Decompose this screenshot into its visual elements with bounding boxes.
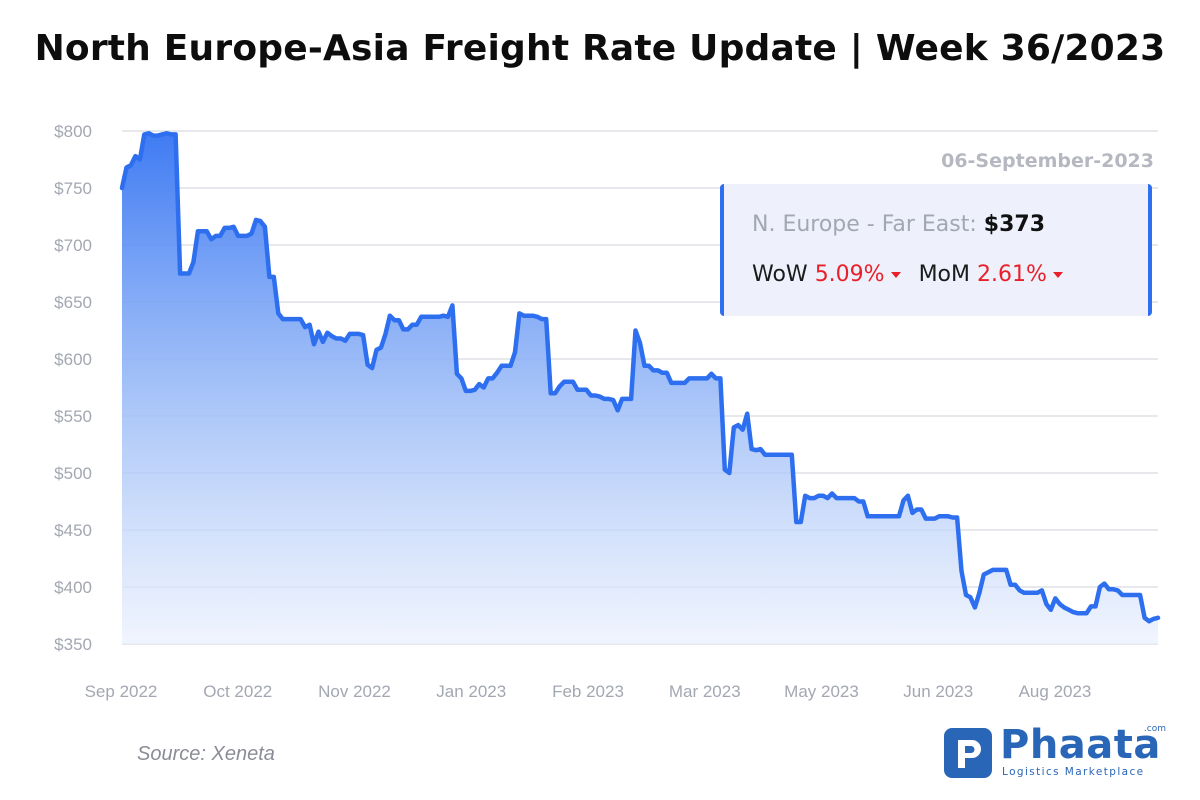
y-tick-label: $800 [54, 122, 92, 141]
x-tick-label: Nov 2022 [318, 682, 391, 701]
phaata-logo: Phaata .com Logistics Marketplace [944, 722, 1170, 780]
y-tick-label: $350 [54, 635, 92, 654]
x-tick-label: Mar 2023 [669, 682, 741, 701]
x-tick-label: Feb 2023 [552, 682, 624, 701]
mom-value: 2.61% [977, 262, 1047, 287]
y-tick-label: $500 [54, 464, 92, 483]
x-axis-tick-labels: Sep 2022 Oct 2022 Nov 2022 Jan 2023 Feb 2023… [85, 682, 1092, 701]
logo-wordmark: Phaata [1000, 722, 1161, 768]
chart-title: North Europe-Asia Freight Rate Update | … [34, 28, 1166, 69]
caret-down-icon [890, 272, 901, 278]
y-tick-label: $550 [54, 407, 92, 426]
date-label: 06-September-2023 [941, 150, 1154, 172]
y-axis-tick-labels: $800 $750 $700 $650 $600 $550 $500 $450 $400 $350 [54, 122, 92, 654]
y-tick-label: $650 [54, 293, 92, 312]
route-label: N. Europe - Far East: [752, 212, 977, 237]
y-tick-label: $700 [54, 236, 92, 255]
logo-domain: .com [1143, 724, 1166, 734]
wow-label: WoW [752, 262, 808, 287]
y-tick-label: $450 [54, 521, 92, 540]
x-tick-label: Jan 2023 [436, 682, 506, 701]
rate-info-box: N. Europe - Far East: $373 WoW 5.09% MoM … [720, 184, 1152, 316]
x-tick-label: Jun 2023 [903, 682, 973, 701]
caret-down-icon [1052, 272, 1063, 278]
y-tick-label: $750 [54, 179, 92, 198]
route-rate-line: N. Europe - Far East: $373 [752, 212, 1045, 237]
y-tick-label: $400 [54, 578, 92, 597]
p-logo-icon [944, 728, 992, 778]
series-line [119, 131, 1161, 624]
change-stats: WoW 5.09% MoM 2.61% [752, 262, 1081, 287]
x-tick-label: May 2023 [784, 682, 859, 701]
y-tick-label: $600 [54, 350, 92, 369]
wow-value: 5.09% [814, 262, 885, 287]
logo-tagline: Logistics Marketplace [1002, 766, 1145, 778]
x-tick-label: Oct 2022 [203, 682, 272, 701]
x-tick-label: Sep 2022 [85, 682, 158, 701]
x-tick-label: Aug 2023 [1019, 682, 1092, 701]
mom-label: MoM [918, 262, 971, 287]
current-price: $373 [983, 212, 1046, 237]
source-note: Source: Xeneta [137, 743, 275, 765]
